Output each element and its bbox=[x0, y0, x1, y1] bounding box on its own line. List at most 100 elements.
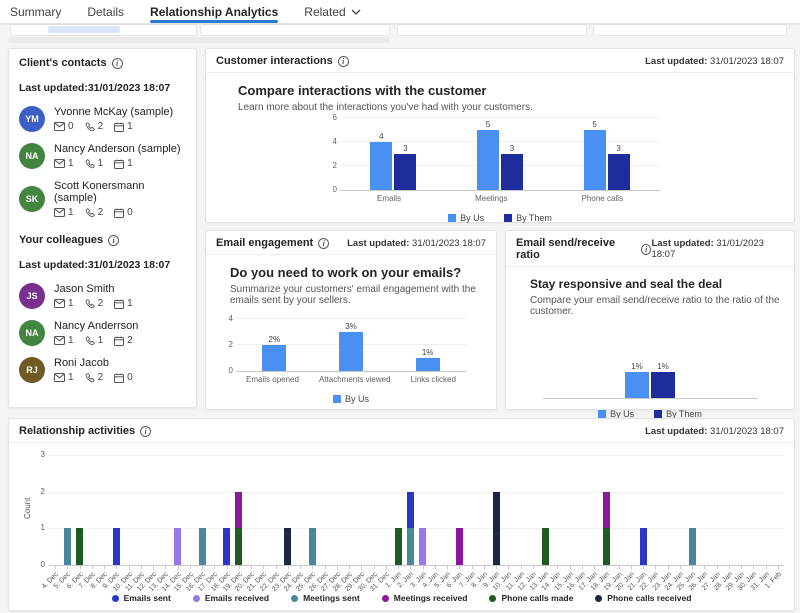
x-axis-tick bbox=[263, 566, 265, 569]
activity-bar-meetings-received[interactable] bbox=[602, 491, 610, 529]
email-engagement-subtitle: Summarize your customers' email engageme… bbox=[230, 284, 476, 306]
bar-value-label: 3% bbox=[345, 322, 357, 331]
relationship-activities-title-text: Relationship activities bbox=[19, 425, 136, 437]
tab-relationship-analytics[interactable]: Relationship Analytics bbox=[150, 0, 279, 23]
activity-bar-emails-received[interactable] bbox=[419, 528, 427, 565]
customer-interactions-heading: Compare interactions with the customer bbox=[238, 83, 487, 98]
activity-bar-meetings-sent[interactable] bbox=[198, 528, 206, 565]
bar-by-us[interactable] bbox=[583, 130, 606, 190]
legend-item[interactable]: Emails sent bbox=[111, 593, 171, 603]
activity-bar-emails-sent[interactable] bbox=[639, 528, 647, 565]
category-label: Emails opened bbox=[246, 375, 299, 384]
bar-by-us[interactable] bbox=[476, 130, 499, 190]
activity-bar-meetings-sent[interactable] bbox=[308, 528, 316, 565]
person-row[interactable]: JS Jason Smith 1 2 1 bbox=[19, 283, 186, 309]
bar-by-them[interactable] bbox=[500, 154, 523, 190]
person-stats: 1 1 2 bbox=[54, 335, 138, 346]
tab-summary[interactable]: Summary bbox=[10, 4, 62, 19]
bar-by-us[interactable] bbox=[625, 372, 649, 398]
x-axis-tick bbox=[753, 566, 755, 569]
legend-item[interactable]: By Them bbox=[654, 409, 702, 419]
x-axis-tick bbox=[765, 566, 767, 569]
email-engagement-heading: Do you need to work on your emails? bbox=[230, 265, 462, 280]
activity-bar-emails-sent[interactable] bbox=[223, 528, 231, 565]
tab-details[interactable]: Details bbox=[87, 4, 125, 19]
person-row[interactable]: SK Scott Konersmann (sample) 1 2 0 bbox=[19, 180, 186, 218]
email-icon bbox=[54, 122, 65, 131]
info-icon[interactable]: i bbox=[640, 243, 652, 255]
legend-item[interactable]: Meetings received bbox=[381, 593, 467, 603]
bar-by-them[interactable] bbox=[607, 154, 630, 190]
category-label: Links clicked bbox=[410, 375, 456, 384]
activity-bar-phone-calls-received[interactable] bbox=[284, 528, 292, 565]
x-axis-tick bbox=[226, 566, 228, 569]
activity-bar-phone-calls-made[interactable] bbox=[76, 528, 84, 565]
cutoff-card-strip bbox=[397, 24, 587, 36]
legend-item[interactable]: Phone calls received bbox=[595, 593, 691, 603]
bar-by-them[interactable] bbox=[651, 372, 675, 398]
email-icon bbox=[54, 373, 65, 382]
info-icon[interactable]: i bbox=[337, 55, 349, 67]
legend-item[interactable]: Meetings sent bbox=[291, 593, 360, 603]
info-icon[interactable]: i bbox=[108, 234, 120, 246]
info-icon[interactable]: i bbox=[111, 57, 123, 69]
meeting-count: 1 bbox=[114, 121, 133, 132]
legend-item[interactable]: By Us bbox=[448, 213, 484, 223]
tab-related[interactable]: Related bbox=[304, 0, 361, 23]
x-axis-tick bbox=[300, 566, 302, 569]
bar-value-label: 3 bbox=[616, 144, 621, 153]
activity-bar-emails-received[interactable] bbox=[174, 528, 182, 565]
call-count: 2 bbox=[85, 298, 103, 309]
activity-bar-phone-calls-made[interactable] bbox=[602, 528, 610, 565]
customer-interactions-title-text: Customer interactions bbox=[216, 55, 333, 67]
customer-interactions-chart: 0 2 4 6 4 3 5 3 5 3 Emails Meetings Phone calls By Us… bbox=[206, 113, 794, 223]
activity-bar-emails-sent[interactable] bbox=[112, 528, 120, 565]
avatar: SK bbox=[19, 186, 45, 212]
activity-bar-emails-sent[interactable] bbox=[406, 491, 414, 529]
gridline bbox=[340, 165, 660, 166]
info-icon[interactable]: i bbox=[140, 425, 152, 437]
x-axis-tick bbox=[483, 566, 485, 569]
legend-item[interactable]: By Them bbox=[504, 213, 552, 223]
person-row[interactable]: RJ Roni Jacob 1 2 0 bbox=[19, 357, 186, 383]
bar-by-us[interactable] bbox=[262, 345, 287, 371]
activity-bar-phone-calls-received[interactable] bbox=[492, 491, 500, 565]
activity-bar-meetings-received[interactable] bbox=[455, 528, 463, 565]
avatar: RJ bbox=[19, 357, 45, 383]
activity-bar-meetings-sent[interactable] bbox=[63, 528, 71, 565]
relationship-activities-chart: 0 1 2 3 4. Dec 5. Dec 6. Dec 7. Dec 8. Dec 9. Dec… bbox=[41, 450, 784, 593]
activity-bar-phone-calls-made[interactable] bbox=[394, 528, 402, 565]
phone-icon bbox=[85, 372, 95, 382]
bar-by-us[interactable] bbox=[415, 358, 440, 371]
meeting-count: 0 bbox=[114, 372, 133, 383]
avatar: JS bbox=[19, 283, 45, 309]
activity-bar-meetings-sent[interactable] bbox=[688, 528, 696, 565]
activity-bar-phone-calls-made[interactable] bbox=[235, 528, 243, 565]
bar-by-them[interactable] bbox=[394, 154, 417, 190]
person-row[interactable]: NA Nancy Anderson (sample) 1 1 1 bbox=[19, 143, 186, 169]
bar-by-us[interactable] bbox=[338, 332, 363, 371]
bar-value-label: 4 bbox=[379, 132, 384, 141]
legend-item[interactable]: By Us bbox=[332, 394, 369, 404]
person-row[interactable]: NA Nancy Anderrson 1 1 2 bbox=[19, 320, 186, 346]
email-icon bbox=[54, 336, 65, 345]
email-send-receive-title: Email send/receive ratio i bbox=[516, 237, 652, 261]
bar-value-label: 3 bbox=[509, 144, 515, 153]
legend-item[interactable]: Emails received bbox=[192, 593, 269, 603]
activity-bar-meetings-sent[interactable] bbox=[406, 528, 414, 565]
activity-bar-meetings-received[interactable] bbox=[235, 491, 243, 529]
person-row[interactable]: YM Yvonne McKay (sample) 0 2 1 bbox=[19, 106, 186, 132]
legend-item[interactable]: Phone calls made bbox=[489, 593, 573, 603]
legend-item[interactable]: By Us bbox=[598, 409, 634, 419]
info-icon[interactable]: i bbox=[318, 237, 330, 249]
person-name: Scott Konersmann (sample) bbox=[54, 180, 145, 204]
y-axis-tick: 0 bbox=[332, 185, 337, 194]
gridline bbox=[340, 117, 660, 118]
activity-bar-phone-calls-made[interactable] bbox=[541, 528, 549, 565]
x-axis-tick bbox=[557, 566, 559, 569]
calendar-icon bbox=[114, 299, 125, 309]
bar-by-us[interactable] bbox=[370, 142, 393, 190]
x-axis-tick bbox=[643, 566, 645, 569]
x-axis-tick bbox=[238, 566, 240, 569]
bar-value-label: 3 bbox=[403, 144, 408, 153]
